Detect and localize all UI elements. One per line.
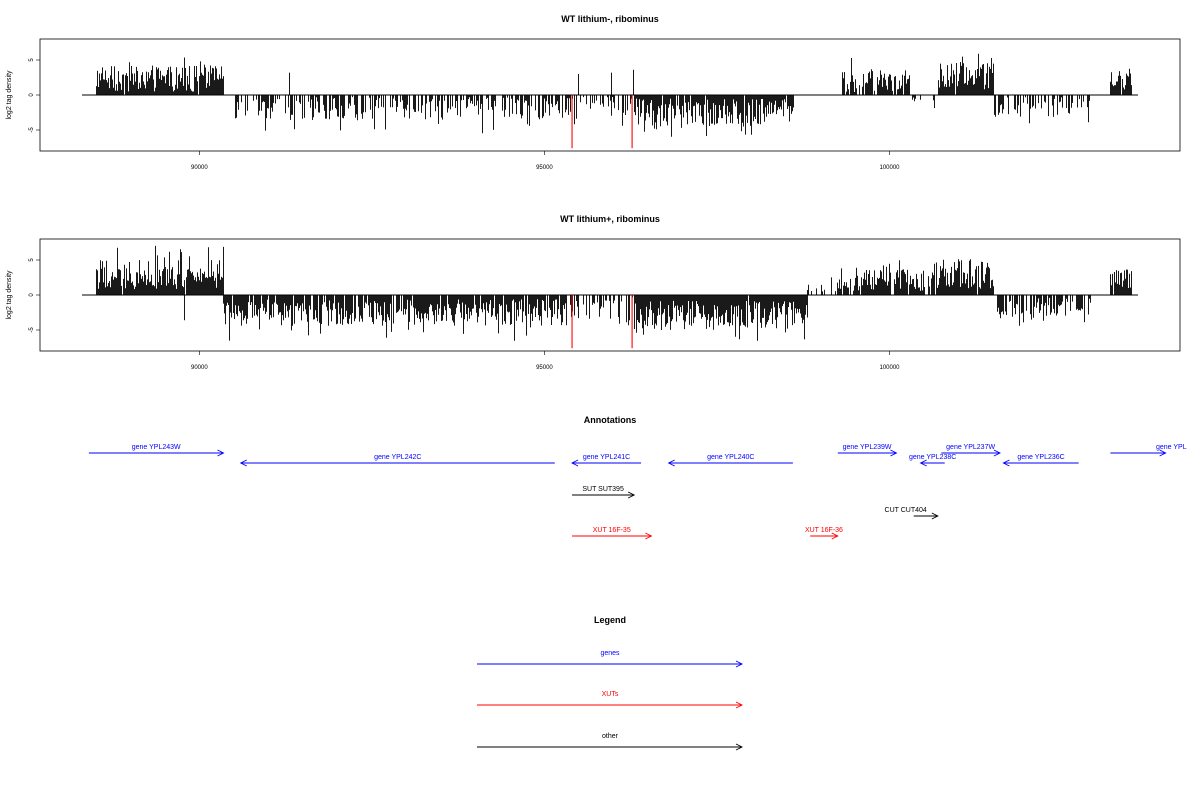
legend-item: other: [477, 733, 744, 751]
annotation-feature: XUT 16F-35: [572, 527, 653, 540]
x-tick-label: 100000: [880, 165, 901, 171]
annotation-feature: gene YPL: [1110, 444, 1187, 457]
legend-label: genes: [600, 650, 620, 657]
y-tick-label: -5: [29, 327, 35, 333]
legend-item: genes: [477, 650, 744, 668]
annotation-arrowhead: [919, 459, 927, 467]
annotation-feature: gene YPL237W: [941, 444, 1001, 457]
coverage-bars: [96, 53, 1132, 137]
legend-arrowhead: [735, 701, 744, 709]
annotation-feature: gene YPL241C: [571, 454, 642, 467]
annotation-feature: gene YPL240C: [667, 454, 793, 467]
annotation-label: XUT 16F-36: [805, 527, 843, 534]
annotation-arrowhead: [831, 532, 839, 540]
y-axis-label: log2 tag density: [6, 70, 13, 120]
x-tick-label: 90000: [191, 165, 208, 171]
annotation-feature: gene YPL236C: [1002, 454, 1079, 467]
legend-panel: Legend genes XUTs other: [477, 615, 744, 751]
y-tick-label: -5: [29, 127, 35, 133]
annotation-label: SUT SUT395: [582, 486, 624, 493]
annotation-arrowhead: [645, 532, 653, 540]
legend-arrowhead: [735, 743, 744, 751]
annotation-arrowhead: [217, 449, 225, 457]
annotation-label: gene YPL: [1156, 444, 1187, 451]
legend-label: other: [602, 733, 619, 740]
y-tick-label: 0: [29, 93, 35, 97]
annotation-arrowhead: [1002, 459, 1010, 467]
legend-item: XUTs: [477, 691, 744, 709]
annotation-label: gene YPL239W: [843, 444, 892, 451]
y-tick-label: 5: [29, 58, 35, 62]
annotation-feature: gene YPL239W: [837, 444, 898, 457]
annotation-arrowhead: [627, 491, 636, 499]
x-tick-label: 95000: [536, 165, 553, 171]
chart-title: WT lithium-, ribominus: [561, 14, 659, 24]
annotation-label: XUT 16F-35: [593, 527, 631, 534]
annotation-arrowhead: [993, 449, 1001, 457]
annotation-label: CUT CUT404: [885, 507, 927, 514]
annotation-feature: XUT 16F-36: [805, 527, 843, 540]
x-tick-label: 100000: [880, 365, 901, 371]
chart-title: WT lithium+, ribominus: [560, 214, 660, 224]
annotation-feature: SUT SUT395: [572, 486, 636, 499]
annotation-arrowhead: [239, 459, 247, 467]
annotation-arrowhead: [1159, 449, 1167, 457]
annotation-feature: CUT CUT404: [885, 507, 939, 520]
legend-label: XUTs: [602, 691, 619, 698]
annotation-arrowhead: [667, 459, 675, 467]
x-tick-label: 95000: [536, 365, 553, 371]
annotation-arrowhead: [571, 459, 579, 467]
annotations-panel: Annotations gene YPL243W gene YPL242C gene …: [88, 415, 1187, 540]
coverage-panel-lithium-minus: WT lithium-, ribominus log2 tag density 5 0…: [6, 14, 1181, 171]
annotation-label: gene YPL243W: [132, 444, 181, 451]
annotations-title: Annotations: [584, 415, 637, 425]
legend-title: Legend: [594, 615, 626, 625]
annotation-label: gene YPL236C: [1017, 454, 1064, 461]
annotation-feature: gene YPL238C: [909, 454, 956, 467]
annotation-label: gene YPL238C: [909, 454, 956, 461]
annotation-arrowhead: [890, 449, 898, 457]
legend-arrowhead: [735, 660, 744, 668]
x-tick-label: 90000: [191, 365, 208, 371]
annotation-label: gene YPL237W: [946, 444, 995, 451]
y-axis-label: log2 tag density: [6, 270, 13, 320]
annotation-label: gene YPL242C: [374, 454, 421, 461]
annotation-arrowhead: [931, 512, 939, 520]
annotation-label: gene YPL241C: [583, 454, 630, 461]
annotation-label: gene YPL240C: [707, 454, 754, 461]
annotation-feature: gene YPL242C: [239, 454, 555, 467]
annotation-feature: gene YPL243W: [88, 444, 225, 457]
coverage-bars: [96, 245, 1132, 341]
coverage-panel-lithium-plus: WT lithium+, ribominus log2 tag density 5 0…: [6, 214, 1181, 371]
y-tick-label: 5: [29, 258, 35, 262]
y-tick-label: 0: [29, 293, 35, 297]
